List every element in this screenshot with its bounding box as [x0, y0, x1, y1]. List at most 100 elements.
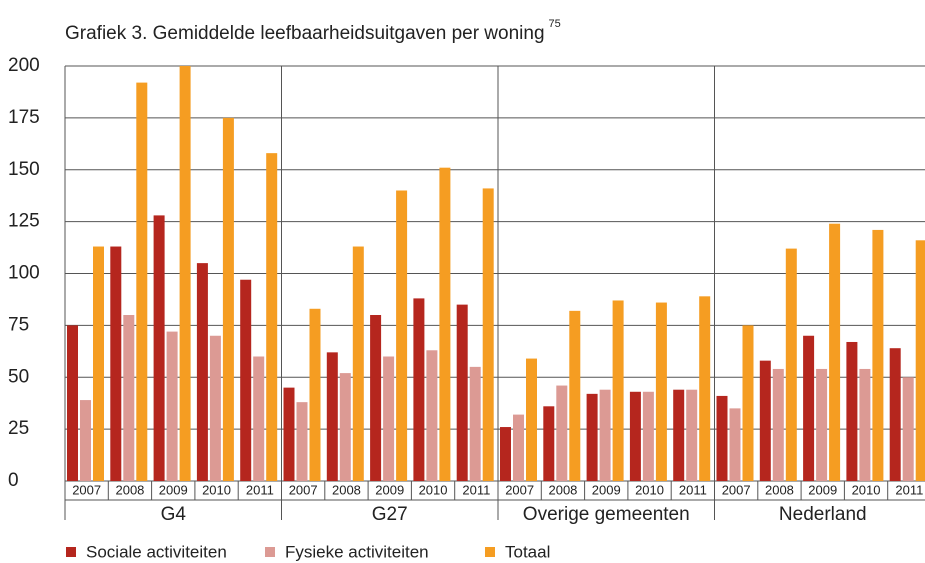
y-tick-label: 50: [8, 366, 29, 387]
bar: [699, 296, 711, 481]
x-tick-label: 2010: [419, 482, 448, 497]
bar: [80, 400, 91, 481]
bar: [136, 82, 148, 481]
x-tick-label: 2009: [375, 482, 404, 497]
y-tick-label: 200: [8, 55, 40, 76]
bar: [426, 350, 438, 481]
y-tick-label: 175: [8, 107, 40, 128]
group-label: Nederland: [779, 504, 867, 525]
x-tick-label: 2007: [72, 482, 101, 497]
bar: [889, 348, 901, 481]
bar: [482, 188, 494, 482]
bar: [673, 389, 685, 481]
x-tick-label: 2009: [592, 482, 621, 497]
x-tick-label: 2007: [505, 482, 534, 497]
bar: [846, 341, 858, 481]
bar: [196, 263, 208, 481]
y-tick-label: 75: [8, 314, 29, 335]
x-tick-label: 2009: [159, 482, 188, 497]
x-tick-label: 2007: [722, 482, 751, 497]
bar: [456, 304, 468, 481]
bar: [785, 248, 797, 481]
y-tick-label: 25: [8, 418, 29, 439]
bar: [296, 402, 308, 481]
x-tick-label: 2011: [679, 482, 707, 497]
legend-label: Fysieke activiteiten: [285, 542, 429, 561]
bar: [586, 393, 598, 481]
bar: [759, 360, 771, 481]
bar: [240, 279, 252, 481]
bar: [686, 389, 698, 481]
bar: [902, 377, 914, 481]
bar: [816, 368, 828, 481]
bar: [599, 389, 611, 481]
y-tick-label: 125: [8, 211, 40, 232]
bar: [326, 352, 338, 481]
bar: [716, 395, 728, 481]
x-tick-label: 2009: [808, 482, 837, 497]
bar: [370, 315, 382, 481]
y-tick-label: 0: [8, 470, 19, 491]
bar: [469, 366, 481, 481]
bar: [309, 308, 321, 481]
x-tick-label: 2010: [202, 482, 231, 497]
x-tick-label: 2010: [635, 482, 664, 497]
bar: [93, 246, 104, 481]
bar: [283, 387, 295, 481]
bar: [67, 325, 78, 481]
bar: [352, 246, 364, 481]
bar: [612, 300, 624, 481]
bar: [179, 66, 191, 481]
legend-swatch: [66, 547, 76, 557]
bar: [829, 223, 841, 481]
bar: [569, 310, 581, 481]
bar: [209, 335, 221, 481]
bar: [915, 240, 925, 481]
bar: [383, 356, 395, 481]
x-tick-label: 2011: [895, 482, 923, 497]
bar: [513, 414, 524, 481]
bar: [166, 331, 178, 481]
x-tick-label: 2008: [765, 482, 794, 497]
bar: [859, 368, 871, 481]
bar: [153, 215, 165, 481]
group-label: G27: [372, 504, 408, 525]
legend-label: Sociale activiteiten: [86, 542, 227, 561]
bar: [655, 302, 667, 481]
title-note: 75: [549, 18, 561, 30]
bar: [439, 167, 451, 482]
x-tick-label: 2011: [246, 482, 274, 497]
legend-label: Totaal: [505, 542, 550, 561]
x-tick-label: 2008: [548, 482, 577, 497]
bar: [500, 427, 511, 481]
bar: [110, 246, 122, 481]
bar: [803, 335, 815, 481]
bar: [642, 391, 654, 481]
bar: [729, 408, 741, 481]
group-label: G4: [161, 504, 187, 525]
x-tick-label: 2007: [289, 482, 318, 497]
bar: [556, 385, 568, 481]
x-tick-label: 2011: [462, 482, 490, 497]
y-tick-label: 150: [8, 159, 40, 180]
bar: [772, 368, 784, 481]
bar: [413, 298, 425, 481]
bar: [872, 229, 884, 481]
legend-swatch: [485, 547, 495, 557]
bar: [266, 153, 278, 481]
bar: [742, 325, 754, 481]
bar: [526, 358, 537, 481]
bar: [222, 117, 234, 481]
bar: [396, 190, 408, 481]
bar: [339, 373, 351, 481]
legend-swatch: [265, 547, 275, 557]
y-tick-label: 100: [8, 263, 40, 284]
chart-title: Grafiek 3. Gemiddelde leefbaarheidsuitga…: [65, 23, 545, 44]
x-tick-label: 2010: [852, 482, 881, 497]
group-label: Overige gemeenten: [523, 504, 690, 525]
bar: [253, 356, 265, 481]
x-tick-label: 2008: [332, 482, 361, 497]
x-tick-label: 2008: [115, 482, 144, 497]
bar: [629, 391, 641, 481]
